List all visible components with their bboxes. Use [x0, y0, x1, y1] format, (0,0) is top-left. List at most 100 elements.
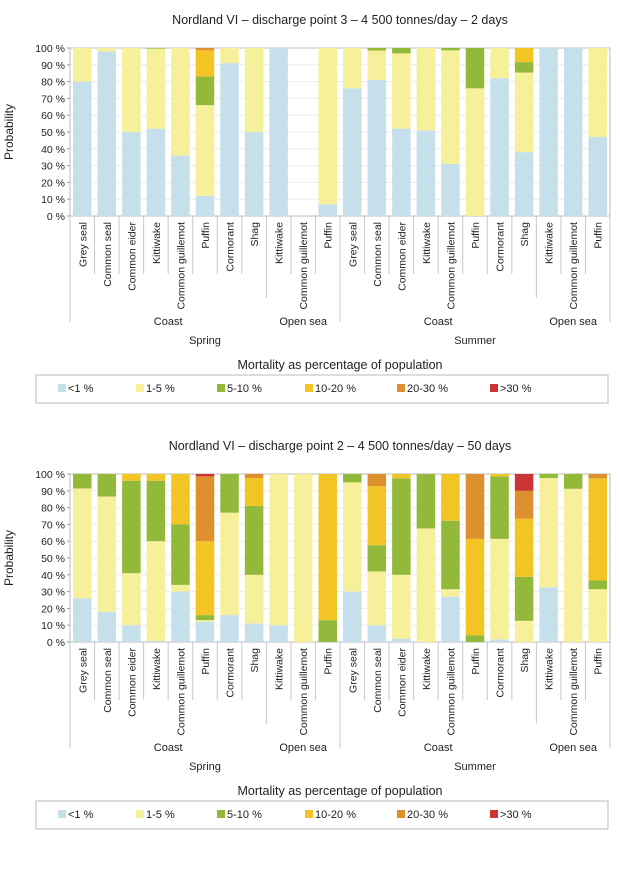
- bar-segment: [195, 541, 215, 616]
- top-chart: Nordland VI – discharge point 3 – 4 500 …: [0, 0, 620, 430]
- category-label: Puffin: [593, 648, 605, 675]
- bar-segment: [73, 48, 92, 82]
- bar-segment: [195, 474, 215, 477]
- bar-segment: [343, 591, 362, 642]
- bar-segment: [392, 48, 411, 54]
- bar-segment: [97, 48, 117, 52]
- bar-segment: [367, 50, 387, 80]
- bar-segment: [490, 476, 509, 539]
- y-tick-label: 50 %: [41, 127, 65, 139]
- category-label: Cormorant: [495, 222, 507, 272]
- bar-segment: [514, 152, 534, 216]
- legend-swatch: [58, 810, 66, 818]
- y-tick-label: 20 %: [41, 177, 65, 189]
- bar-segment: [416, 130, 436, 216]
- legend-swatch: [58, 384, 66, 392]
- bar-segment: [490, 48, 509, 79]
- category-label: Kittiwake: [544, 648, 556, 690]
- bar-segment: [441, 474, 460, 521]
- bar-segment: [343, 88, 362, 216]
- bar-segment: [392, 53, 411, 129]
- bar-segment: [122, 573, 141, 626]
- bar-segment: [318, 474, 337, 621]
- category-label: Shag: [249, 222, 261, 247]
- bar-segment: [465, 48, 485, 89]
- bar-segment: [220, 48, 239, 64]
- bar-segment: [441, 596, 460, 642]
- category-label: Grey seal: [77, 648, 89, 693]
- legend-swatch: [217, 810, 225, 818]
- category-label: Grey seal: [347, 222, 359, 267]
- legend-label: >30 %: [500, 809, 532, 821]
- y-tick-label: 0 %: [47, 211, 65, 223]
- chart-svg: Nordland VI – discharge point 3 – 4 500 …: [2, 13, 611, 404]
- chart-title: Nordland VI – discharge point 2 – 4 500 …: [169, 439, 512, 453]
- category-label: Kittiwake: [274, 222, 286, 264]
- category-label: Puffin: [470, 222, 482, 249]
- bar-segment: [195, 48, 215, 51]
- category-label: Shag: [519, 222, 531, 247]
- category-label: Common guillemot: [445, 222, 457, 310]
- bar-segment: [195, 476, 215, 542]
- bar-segment: [563, 488, 583, 642]
- bar-segment: [514, 72, 534, 153]
- bar-segment: [392, 128, 411, 216]
- bar-segment: [122, 625, 141, 642]
- y-tick-label: 90 %: [41, 486, 65, 498]
- legend-label: <1 %: [68, 809, 94, 821]
- bar-segment: [514, 474, 534, 491]
- bar-segment: [392, 478, 411, 575]
- bar-segment: [244, 48, 264, 132]
- legend-title: Mortality as percentage of population: [238, 784, 443, 798]
- bar-segment: [514, 62, 534, 73]
- bar-segment: [563, 474, 583, 489]
- bar-segment: [73, 81, 92, 216]
- bar-segment: [244, 623, 264, 642]
- bar-segment: [514, 48, 534, 63]
- y-axis-label: Probability: [2, 530, 16, 586]
- bar-segment: [343, 48, 362, 89]
- y-tick-label: 70 %: [41, 519, 65, 531]
- category-label: Common seal: [102, 222, 114, 287]
- legend-swatch: [305, 384, 313, 392]
- bar-segment: [220, 512, 239, 616]
- category-label: Puffin: [593, 222, 605, 249]
- bar-segment: [588, 478, 607, 581]
- bar-segment: [514, 518, 534, 577]
- bar-segment: [195, 105, 215, 196]
- habitat-group-label: Coast: [424, 742, 453, 754]
- bar-segment: [588, 589, 607, 642]
- bar-segment: [146, 541, 166, 641]
- legend-swatch: [136, 384, 144, 392]
- bar-segment: [367, 571, 387, 626]
- bar-segment: [97, 474, 117, 497]
- y-tick-label: 40 %: [41, 570, 65, 582]
- bar-segment: [171, 155, 190, 216]
- bar-segment: [73, 598, 92, 642]
- bar-segment: [244, 505, 264, 575]
- y-tick-label: 80 %: [41, 503, 65, 515]
- bar-segment: [195, 50, 215, 77]
- bar-segment: [392, 638, 411, 642]
- bar-segment: [195, 620, 215, 622]
- bar-segment: [392, 474, 411, 479]
- category-label: Shag: [249, 648, 261, 673]
- bar-segment: [146, 480, 166, 542]
- chart-title: Nordland VI – discharge point 3 – 4 500 …: [172, 13, 508, 27]
- bar-segment: [171, 524, 190, 585]
- y-tick-label: 80 %: [41, 77, 65, 89]
- category-label: Kittiwake: [421, 648, 433, 690]
- bar-segment: [146, 640, 166, 642]
- bar-segment: [465, 635, 485, 642]
- y-tick-label: 40 %: [41, 144, 65, 156]
- y-tick-label: 50 %: [41, 553, 65, 565]
- category-label: Common eider: [126, 222, 138, 291]
- bar-segment: [392, 574, 411, 639]
- bar-segment: [367, 48, 387, 51]
- bar-segment: [539, 587, 558, 642]
- habitat-group-label: Open sea: [549, 742, 598, 754]
- bar-segment: [514, 576, 534, 621]
- legend-swatch: [397, 384, 405, 392]
- bar-segment: [441, 520, 460, 590]
- legend-label: 10-20 %: [315, 809, 356, 821]
